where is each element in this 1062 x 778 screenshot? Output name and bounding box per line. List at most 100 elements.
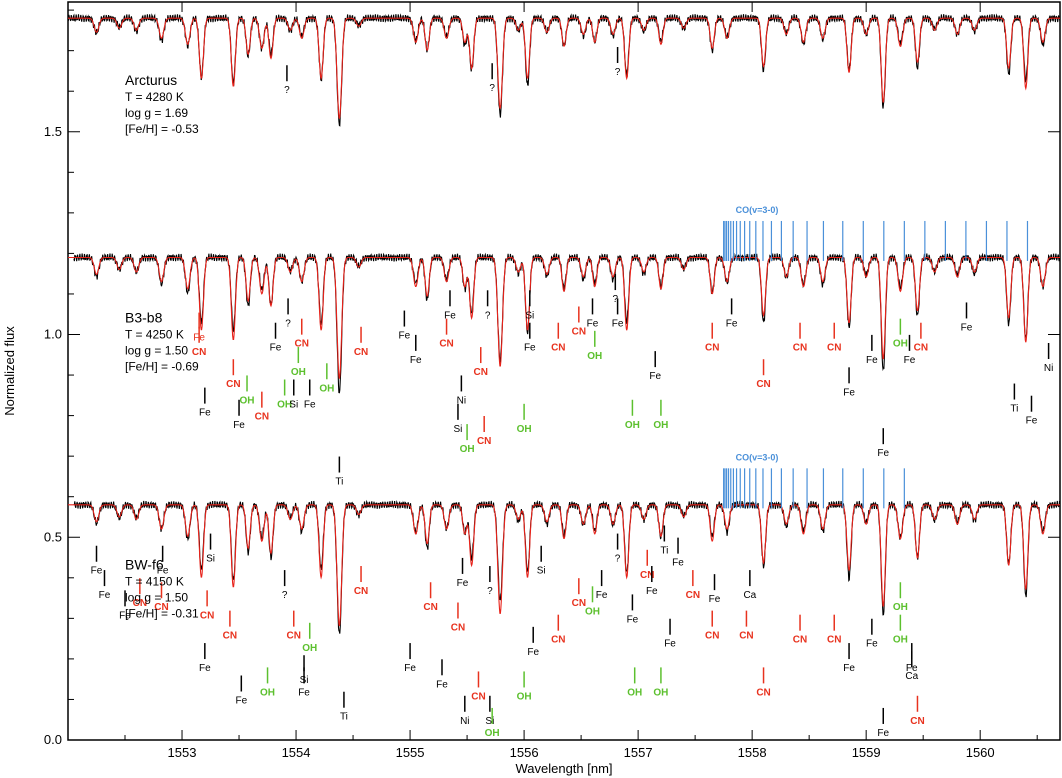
line-id-label: OH: [460, 444, 475, 455]
line-id-label: Fe: [527, 647, 539, 658]
line-id-label: Fe: [436, 679, 448, 690]
line-id-label: CN: [192, 347, 206, 358]
line-id-label: Fe: [235, 696, 247, 707]
axes: 1553 1554 1555 1556 1557 1558 1559 1560 0.0 0.5 1.…: [44, 1, 1061, 760]
line-id-label: OH: [485, 728, 500, 739]
line-id-label: OH: [893, 635, 908, 646]
line-id-label: CN: [200, 610, 214, 621]
star-parameter: [Fe/H] = -0.31: [125, 607, 199, 621]
line-id-label: Si: [454, 424, 463, 435]
line-id-label: CN: [287, 631, 301, 642]
line-id-label: Fe: [906, 663, 918, 674]
line-id-label: CN: [756, 687, 770, 698]
line-id-label: CN: [705, 631, 719, 642]
line-id-label: CN: [354, 347, 368, 358]
line-id-label: Fe: [904, 355, 916, 366]
x-tick-label: 1555: [396, 745, 425, 760]
line-id-label: CN: [295, 339, 309, 350]
star-label: BW-f6 T = 4150 K log g = 1.50 [Fe/H] = -0.3…: [125, 557, 199, 621]
line-id-label: CN: [551, 635, 565, 646]
synthetic-spectrum: [68, 256, 1060, 379]
line-id-label: ?: [284, 85, 290, 96]
line-id-label: Fe: [298, 687, 310, 698]
line-id-label: CN: [133, 598, 147, 609]
line-id-label: Fe: [726, 318, 738, 329]
line-id-label: Fe: [1026, 416, 1038, 427]
line-id-label: Fe: [410, 355, 422, 366]
star-labels: Arcturus T = 4280 K log g = 1.69 [Fe/H] = -…: [125, 72, 199, 621]
line-id-label: CN: [451, 623, 465, 634]
line-id-label: OH: [240, 395, 255, 406]
line-id-label: Ni: [1044, 363, 1053, 374]
y-tick-label: 0.0: [44, 732, 62, 747]
plot-frame: [67, 1, 1061, 741]
synthetic-spectrum: [68, 504, 1060, 627]
line-id-label: OH: [893, 339, 908, 350]
line-id-label: Fe: [587, 318, 599, 329]
line-id-label: CN: [255, 412, 269, 423]
star-parameter: log g = 1.69: [125, 106, 188, 120]
star-label: B3-b8 T = 4250 K log g = 1.50 [Fe/H] = -0.6…: [125, 309, 199, 373]
line-id-label: Ti: [340, 712, 348, 723]
line-id-label: Si: [206, 554, 215, 565]
line-id-label: CN: [640, 570, 654, 581]
line-id-label: OH: [260, 687, 275, 698]
line-id-label: Si: [537, 566, 546, 577]
line-id-label: OH: [291, 367, 306, 378]
line-id-label: Ni: [460, 716, 469, 727]
x-tick-label: 1554: [282, 745, 311, 760]
line-id-label: OH: [625, 420, 640, 431]
line-id-label: CN: [914, 343, 928, 354]
line-id-label: OH: [302, 643, 317, 654]
spectra: CO(v=3-0) CO(v=3-0): [67, 13, 1061, 634]
line-id-label: Fe: [596, 590, 608, 601]
line-id-label: ?: [489, 83, 495, 94]
star-parameter: T = 4150 K: [125, 575, 184, 589]
line-id-label: Ca: [743, 590, 756, 601]
line-id-label: OH: [587, 351, 602, 362]
line-id-label: CN: [827, 635, 841, 646]
line-id-label: CN: [471, 691, 485, 702]
line-id-label: ?: [615, 67, 621, 78]
star-label: Arcturus T = 4280 K log g = 1.69 [Fe/H] = -…: [125, 72, 199, 136]
star-parameter: T = 4250 K: [125, 327, 184, 341]
line-id-label: ?: [487, 586, 493, 597]
line-id-label: CN: [439, 339, 453, 350]
star-name: B3-b8: [125, 309, 163, 325]
line-id-label: CN: [154, 602, 168, 613]
y-tick-label: 1.5: [44, 124, 62, 139]
line-id-label: CN: [686, 590, 700, 601]
line-id-label: Fe: [843, 663, 855, 674]
line-id-label: CN: [223, 631, 237, 642]
line-id-label: Fe: [304, 399, 316, 410]
line-id-label: OH: [893, 602, 908, 613]
line-id-label: OH: [585, 606, 600, 617]
line-id-label: CN: [354, 586, 368, 597]
x-tick-label: 1559: [852, 745, 881, 760]
line-id-label: Si: [485, 716, 494, 727]
star-name: Arcturus: [125, 72, 177, 88]
line-id-label: Fe: [646, 586, 658, 597]
line-id-label: ?: [613, 294, 619, 305]
co-band-label: CO(v=3-0): [736, 205, 779, 215]
line-id-label: CN: [572, 327, 586, 338]
line-id-label: Fe: [444, 310, 456, 321]
line-id-label: Fe: [524, 343, 536, 354]
line-id-label: Fe: [866, 355, 878, 366]
line-id-label: CN: [793, 635, 807, 646]
line-id-label: Fe: [199, 663, 211, 674]
line-id-label: Fe: [672, 558, 684, 569]
line-id-label: Ni: [457, 395, 466, 406]
star-parameter: log g = 1.50: [125, 343, 188, 357]
line-id-label: CN: [827, 343, 841, 354]
line-id-label: ?: [285, 318, 291, 329]
x-tick-label: 1560: [966, 745, 995, 760]
line-id-label: Fe: [199, 408, 211, 419]
line-id-label: Fe: [119, 610, 131, 621]
line-id-label: CN: [474, 367, 488, 378]
line-id-label: Fe: [91, 566, 103, 577]
x-tick-label: 1558: [738, 745, 767, 760]
line-id-label: ?: [485, 310, 491, 321]
line-id-label: OH: [627, 687, 642, 698]
